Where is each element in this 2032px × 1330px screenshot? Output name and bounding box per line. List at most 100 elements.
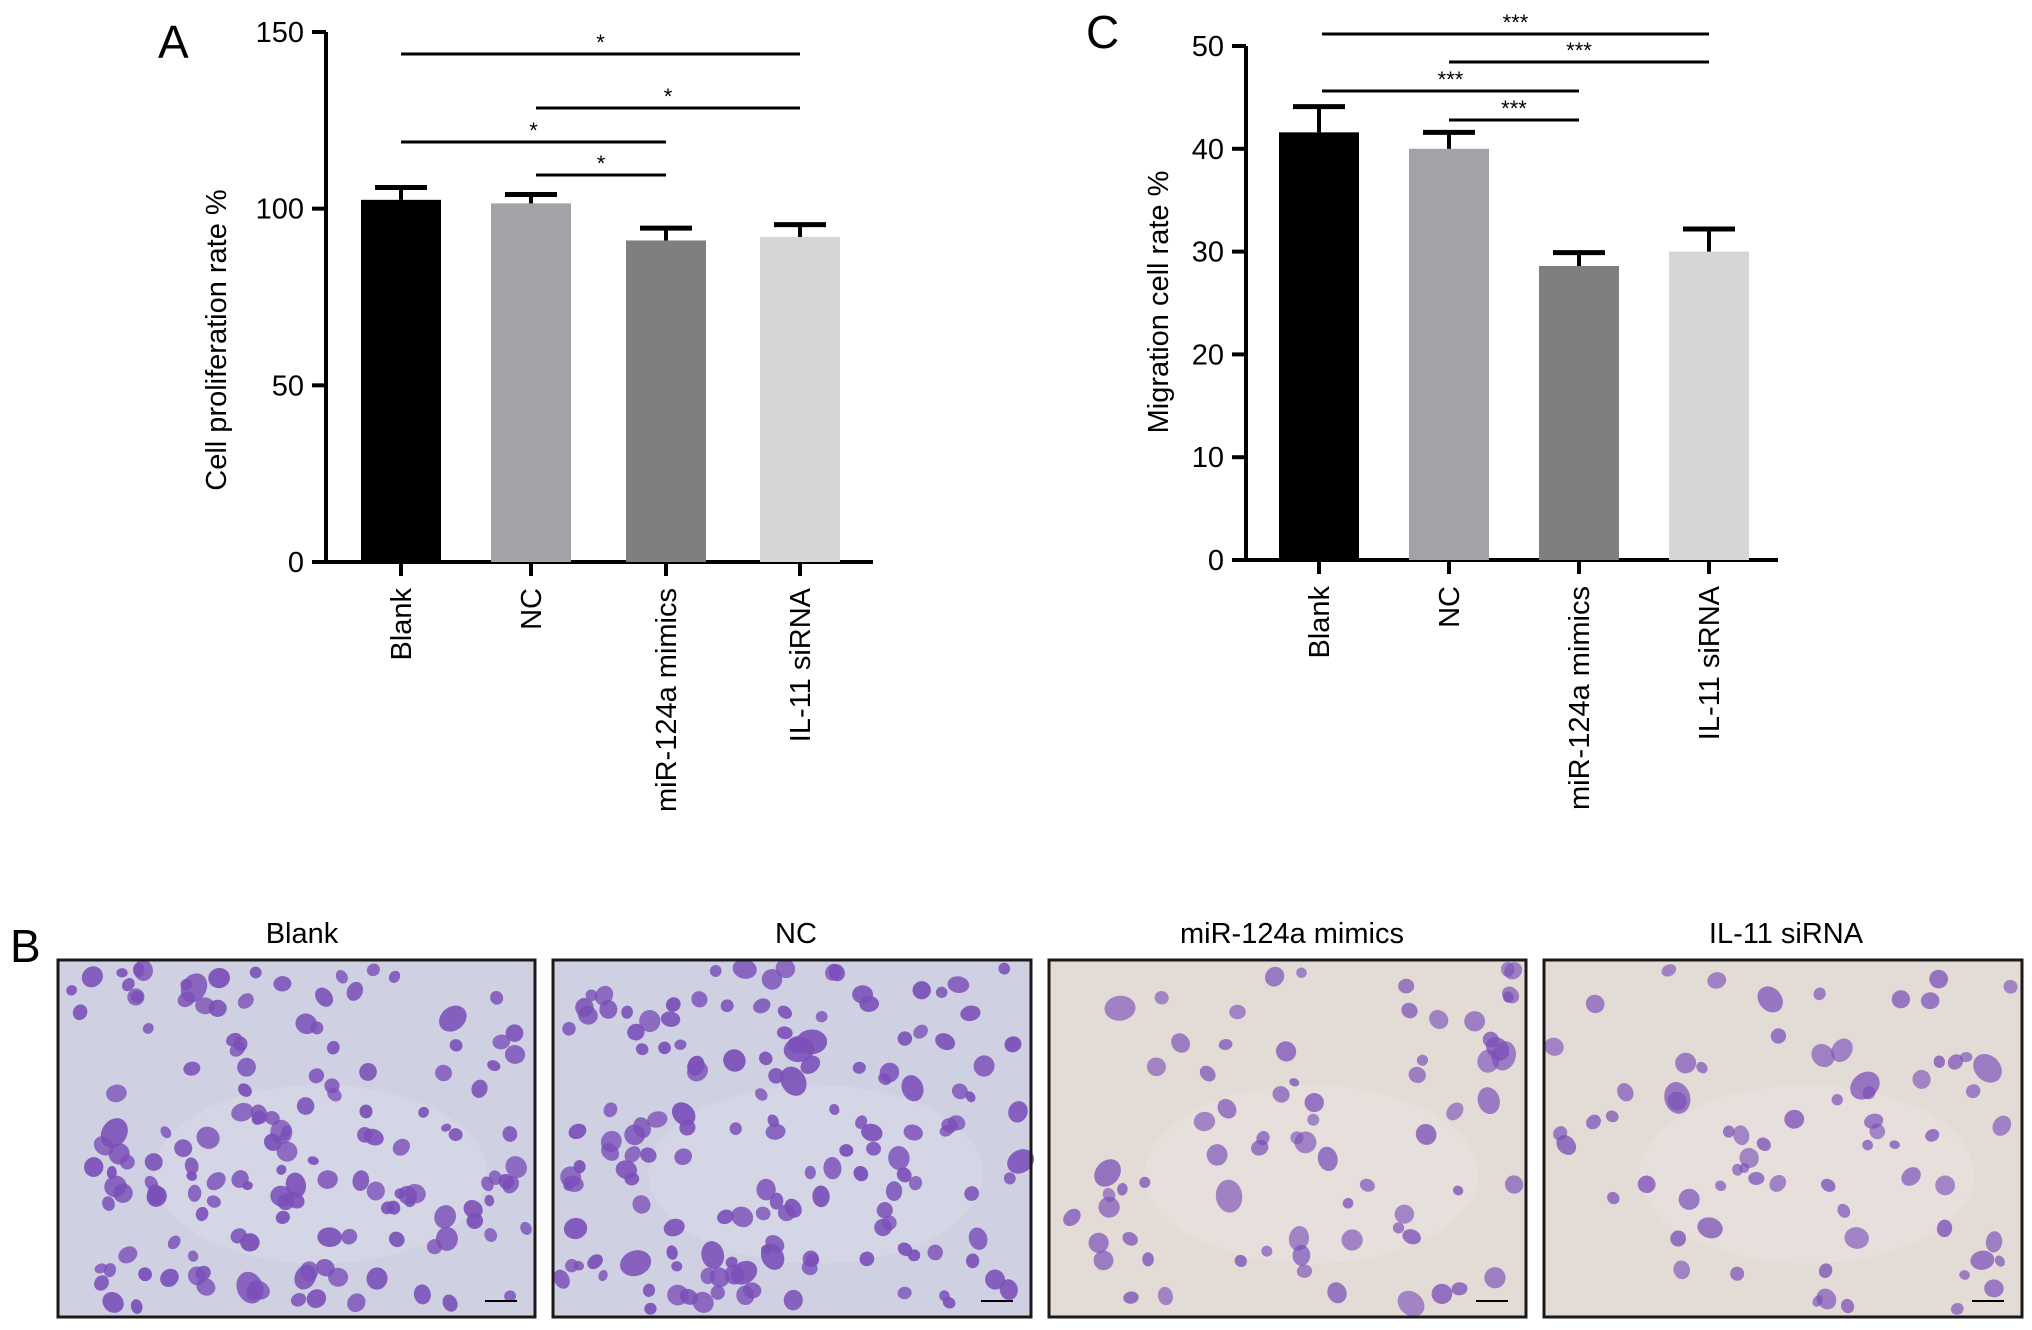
stained-cell xyxy=(1098,1196,1120,1218)
stained-cell xyxy=(691,991,708,1008)
stained-cell xyxy=(466,1212,484,1229)
stained-cell xyxy=(144,1153,163,1171)
stained-cell xyxy=(1394,1204,1415,1224)
stained-cell xyxy=(1003,1172,1016,1185)
stained-cell xyxy=(760,1244,772,1255)
stained-cell xyxy=(276,1141,298,1162)
micrograph-image-blank xyxy=(56,958,537,1319)
stained-cell xyxy=(644,1302,657,1315)
stained-cell xyxy=(640,1147,657,1163)
stained-cell xyxy=(897,1286,912,1300)
stained-cell xyxy=(1392,1222,1405,1234)
stained-cell xyxy=(1850,1071,1880,1100)
stained-cell xyxy=(815,1010,828,1023)
stained-cell xyxy=(732,959,757,979)
stained-cell xyxy=(780,1066,807,1096)
category-label: NC xyxy=(1434,586,1466,628)
stained-cell xyxy=(352,1170,370,1191)
stained-cell xyxy=(755,1088,768,1101)
stained-cell xyxy=(1935,1175,1956,1196)
significance-label: *** xyxy=(1501,96,1527,121)
stained-cell xyxy=(966,1253,980,1269)
stained-cell xyxy=(1544,1037,1564,1056)
stained-cell xyxy=(1446,1102,1464,1121)
stained-cell xyxy=(142,1022,154,1034)
stained-cell xyxy=(1452,1185,1464,1196)
stained-cell xyxy=(1585,994,1605,1014)
stained-cell xyxy=(317,1227,342,1248)
stained-cell xyxy=(627,1023,645,1041)
stained-cell xyxy=(903,1124,923,1141)
stained-cell xyxy=(392,1138,410,1156)
stained-cell xyxy=(999,1279,1018,1301)
stained-cell xyxy=(1675,1052,1697,1074)
stained-cell xyxy=(759,1051,773,1066)
stained-cell xyxy=(796,1029,828,1055)
stained-cell xyxy=(346,981,364,1001)
stained-cell xyxy=(1217,1098,1237,1119)
stained-cell xyxy=(908,1175,923,1191)
stained-cell xyxy=(639,1009,661,1033)
y-tick-label: 20 xyxy=(1192,339,1224,371)
micrograph-frame xyxy=(1047,958,1528,1319)
stained-cell xyxy=(1553,1126,1568,1141)
stained-cell xyxy=(852,1061,866,1074)
micrograph-frame xyxy=(56,958,537,1319)
stained-cell xyxy=(885,1181,903,1202)
stained-cell xyxy=(635,1043,649,1056)
stained-cell xyxy=(106,1084,127,1103)
micrograph-il11-sirna: IL-11 siRNA xyxy=(1542,918,2024,1319)
panel-letter-a: A xyxy=(158,16,189,68)
category-label: Blank xyxy=(386,588,418,661)
stained-cell xyxy=(118,1246,138,1264)
stained-cell xyxy=(1959,1051,1973,1063)
stained-cell xyxy=(563,1175,584,1192)
stained-cell xyxy=(1123,1291,1139,1304)
stained-cell xyxy=(642,1283,656,1297)
stained-cell xyxy=(1769,1174,1787,1192)
micrograph-clearing xyxy=(1639,1084,1975,1264)
stained-cell xyxy=(388,1231,405,1248)
stained-cell xyxy=(594,985,614,1006)
stained-cell xyxy=(94,1275,109,1291)
stained-cell xyxy=(674,1148,693,1166)
significance-label: * xyxy=(597,151,606,176)
stained-cell xyxy=(381,1201,394,1215)
stained-cell xyxy=(116,968,128,978)
micrograph-row: Blank NC miR-124a mimics IL-11 siRNA xyxy=(56,918,2024,1319)
stained-cell xyxy=(1973,1053,2002,1083)
stained-cell xyxy=(853,1165,869,1182)
stained-cell xyxy=(1637,1175,1656,1194)
stained-cell xyxy=(326,1040,340,1055)
stained-cell xyxy=(102,1292,124,1313)
stained-cell xyxy=(359,1063,377,1081)
stained-cell xyxy=(768,1068,784,1084)
stained-cell xyxy=(935,1033,956,1051)
chart-a-marks: 0 50 100 150 Blank NC miR-124a mimics IL-11 siR… xyxy=(256,17,873,812)
stained-cell xyxy=(660,1011,681,1027)
stained-cell xyxy=(66,985,78,996)
stained-cell xyxy=(237,993,254,1009)
stained-cell xyxy=(1402,1229,1421,1245)
stained-cell xyxy=(315,987,334,1007)
y-tick-label: 10 xyxy=(1192,442,1224,474)
stained-cell xyxy=(1063,1208,1081,1227)
stained-cell xyxy=(776,1026,793,1040)
stained-cell xyxy=(275,1210,290,1224)
stained-cell xyxy=(504,1045,526,1064)
chart-c-ylabel: Migration cell rate % xyxy=(1143,171,1175,434)
stained-cell xyxy=(729,1122,742,1136)
stained-cell xyxy=(1670,1230,1687,1247)
stained-cell xyxy=(667,1284,689,1306)
stained-cell xyxy=(1950,1302,1964,1315)
stained-cell xyxy=(1844,1227,1869,1249)
stained-cell xyxy=(907,1249,921,1262)
stained-cell xyxy=(147,1184,164,1205)
micrograph-nc: NC xyxy=(551,918,1035,1319)
stained-cell xyxy=(1317,1146,1338,1172)
stained-cell xyxy=(985,1269,1006,1290)
stained-cell xyxy=(251,1110,266,1125)
stained-cell xyxy=(81,966,103,988)
stained-cell xyxy=(434,1205,456,1229)
stained-cell xyxy=(104,1175,127,1198)
